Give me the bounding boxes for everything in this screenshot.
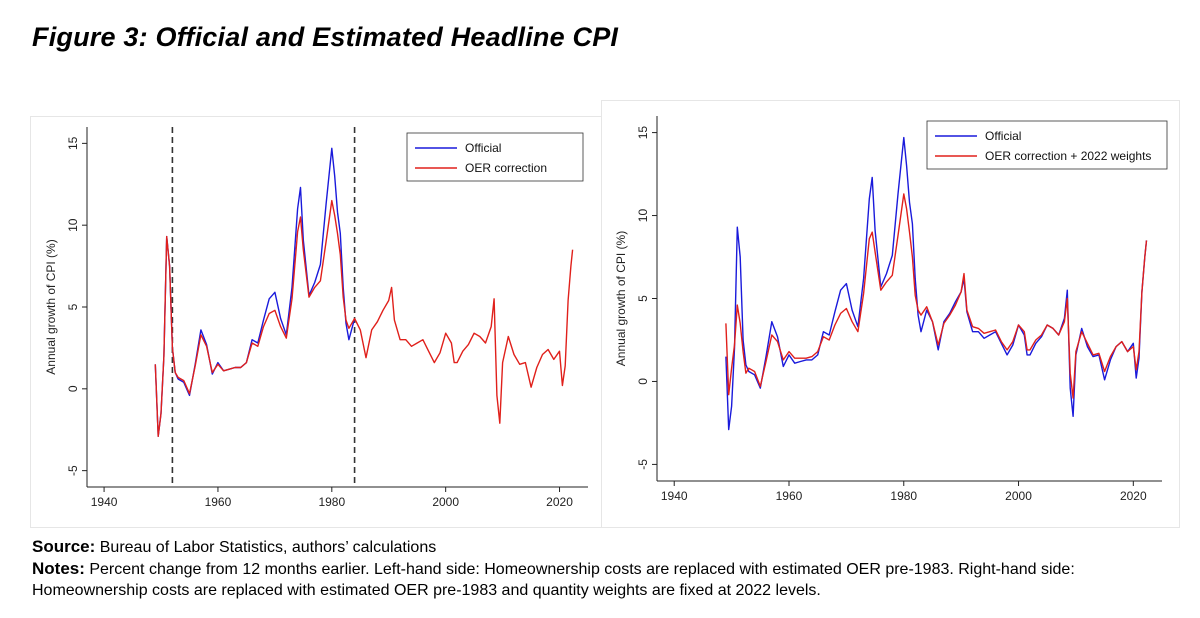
- figure-notes: Source: Bureau of Labor Statistics, auth…: [32, 536, 1172, 601]
- source-line: Source: Bureau of Labor Statistics, auth…: [32, 536, 1172, 558]
- y-tick-label: 0: [66, 385, 80, 392]
- legend-label: OER correction + 2022 weights: [985, 149, 1151, 163]
- y-tick-label: -5: [636, 459, 650, 470]
- x-tick-label: 1980: [318, 495, 345, 509]
- x-tick-label: 1980: [890, 489, 917, 503]
- notes-label: Notes:: [32, 559, 85, 578]
- source-label: Source:: [32, 537, 96, 556]
- source-text: Bureau of Labor Statistics, authors’ cal…: [99, 539, 437, 556]
- y-tick-label: 10: [66, 218, 80, 232]
- y-tick-label: 10: [636, 209, 650, 223]
- y-axis-title: Annual growth of CPI (%): [614, 231, 628, 366]
- x-tick-label: 2020: [546, 495, 573, 509]
- x-tick-label: 2000: [432, 495, 459, 509]
- y-tick-label: -5: [66, 465, 80, 476]
- notes-text: Percent change from 12 months earlier. L…: [32, 561, 1075, 599]
- legend-box: [406, 132, 584, 182]
- y-tick-label: 0: [636, 378, 650, 385]
- y-tick-label: 5: [636, 295, 650, 302]
- left-cpi-line-chart: -5 0 5 10 15 1940 1960 1980 2000 2020 Annual growt…: [44, 127, 588, 509]
- series-line-official: [154, 147, 356, 437]
- x-tick-label: 2020: [1120, 489, 1147, 503]
- legend-label: Official: [985, 129, 1021, 143]
- series-line-official: [725, 136, 1148, 431]
- legend-box: [926, 120, 1168, 170]
- x-tick-label: 1960: [205, 495, 232, 509]
- x-tick-label: 1940: [91, 495, 118, 509]
- chart-legend: Official OER correction: [406, 132, 584, 182]
- x-tick-label: 2000: [1005, 489, 1032, 503]
- series-line-oer-correction: [154, 199, 574, 437]
- x-tick-label: 1960: [776, 489, 803, 503]
- y-tick-label: 15: [66, 136, 80, 150]
- series-line-oer-correction-2022-weights: [725, 193, 1148, 399]
- legend-label: Official: [465, 141, 501, 155]
- right-cpi-line-chart: -5 0 5 10 15 1940 1960 1980 2000 2020 Annual growt…: [614, 116, 1168, 503]
- right-chart-panel: -5 0 5 10 15 1940 1960 1980 2000 2020 Annual growt…: [601, 100, 1180, 528]
- x-tick-label: 1940: [661, 489, 688, 503]
- left-chart-panel: -5 0 5 10 15 1940 1960 1980 2000 2020 Annual growt…: [30, 116, 605, 528]
- notes-line: Notes: Percent change from 12 months ear…: [32, 558, 1172, 601]
- y-tick-label: 15: [636, 126, 650, 140]
- figure-title: Figure 3: Official and Estimated Headlin…: [32, 22, 619, 52]
- legend-label: OER correction: [465, 161, 547, 175]
- y-tick-label: 5: [66, 303, 80, 310]
- y-axis-title: Annual growth of CPI (%): [44, 239, 58, 374]
- chart-legend: Official OER correction + 2022 weights: [926, 120, 1168, 170]
